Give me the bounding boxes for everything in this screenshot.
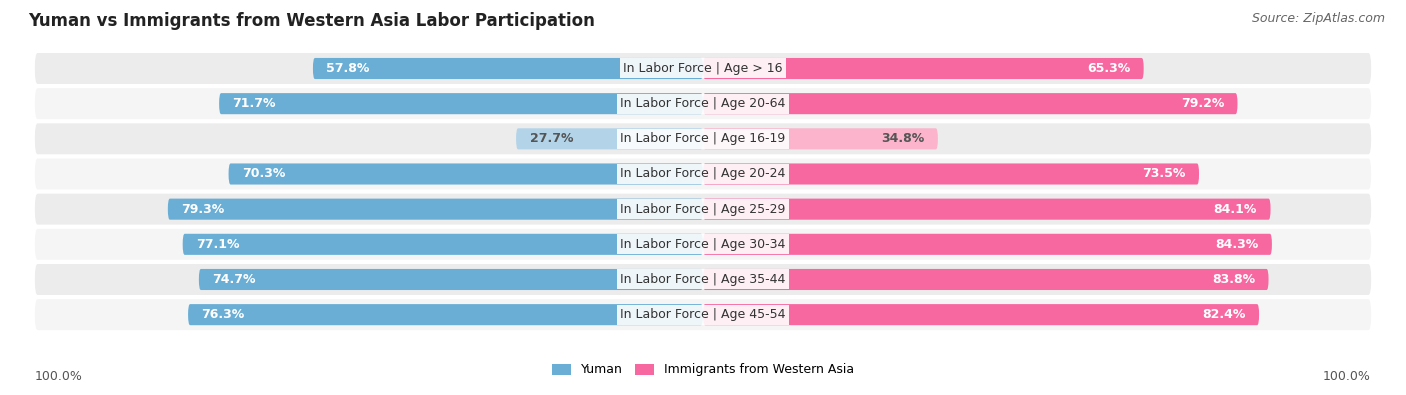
Text: 82.4%: 82.4%	[1202, 308, 1246, 321]
FancyBboxPatch shape	[703, 128, 938, 149]
Text: 100.0%: 100.0%	[35, 370, 83, 383]
FancyBboxPatch shape	[35, 264, 1371, 295]
FancyBboxPatch shape	[35, 229, 1371, 260]
Text: 65.3%: 65.3%	[1087, 62, 1130, 75]
Text: 79.2%: 79.2%	[1181, 97, 1225, 110]
FancyBboxPatch shape	[219, 93, 703, 114]
FancyBboxPatch shape	[35, 53, 1371, 84]
Text: In Labor Force | Age 45-54: In Labor Force | Age 45-54	[620, 308, 786, 321]
Text: In Labor Force | Age 30-34: In Labor Force | Age 30-34	[620, 238, 786, 251]
FancyBboxPatch shape	[703, 164, 1199, 184]
Legend: Yuman, Immigrants from Western Asia: Yuman, Immigrants from Western Asia	[547, 358, 859, 382]
Text: 27.7%: 27.7%	[530, 132, 574, 145]
Text: 74.7%: 74.7%	[212, 273, 256, 286]
Text: 34.8%: 34.8%	[882, 132, 924, 145]
FancyBboxPatch shape	[703, 93, 1237, 114]
Text: 84.1%: 84.1%	[1213, 203, 1257, 216]
Text: 73.5%: 73.5%	[1142, 167, 1185, 181]
FancyBboxPatch shape	[35, 194, 1371, 225]
Text: In Labor Force | Age 16-19: In Labor Force | Age 16-19	[620, 132, 786, 145]
Text: 57.8%: 57.8%	[326, 62, 370, 75]
FancyBboxPatch shape	[183, 234, 703, 255]
FancyBboxPatch shape	[198, 269, 703, 290]
Text: In Labor Force | Age > 16: In Labor Force | Age > 16	[623, 62, 783, 75]
Text: In Labor Force | Age 25-29: In Labor Force | Age 25-29	[620, 203, 786, 216]
Text: In Labor Force | Age 20-24: In Labor Force | Age 20-24	[620, 167, 786, 181]
Text: 100.0%: 100.0%	[1323, 370, 1371, 383]
FancyBboxPatch shape	[35, 123, 1371, 154]
Text: Source: ZipAtlas.com: Source: ZipAtlas.com	[1251, 12, 1385, 25]
FancyBboxPatch shape	[229, 164, 703, 184]
Text: 79.3%: 79.3%	[181, 203, 225, 216]
Text: 84.3%: 84.3%	[1215, 238, 1258, 251]
FancyBboxPatch shape	[516, 128, 703, 149]
Text: 76.3%: 76.3%	[201, 308, 245, 321]
Text: 70.3%: 70.3%	[242, 167, 285, 181]
Text: 83.8%: 83.8%	[1212, 273, 1256, 286]
FancyBboxPatch shape	[703, 199, 1271, 220]
Text: 71.7%: 71.7%	[232, 97, 276, 110]
FancyBboxPatch shape	[703, 234, 1272, 255]
FancyBboxPatch shape	[314, 58, 703, 79]
FancyBboxPatch shape	[35, 299, 1371, 330]
FancyBboxPatch shape	[703, 269, 1268, 290]
FancyBboxPatch shape	[703, 304, 1260, 325]
FancyBboxPatch shape	[703, 58, 1143, 79]
FancyBboxPatch shape	[35, 88, 1371, 119]
Text: In Labor Force | Age 35-44: In Labor Force | Age 35-44	[620, 273, 786, 286]
FancyBboxPatch shape	[188, 304, 703, 325]
FancyBboxPatch shape	[167, 199, 703, 220]
FancyBboxPatch shape	[35, 158, 1371, 190]
Text: 77.1%: 77.1%	[197, 238, 239, 251]
Text: In Labor Force | Age 20-64: In Labor Force | Age 20-64	[620, 97, 786, 110]
Text: Yuman vs Immigrants from Western Asia Labor Participation: Yuman vs Immigrants from Western Asia La…	[28, 12, 595, 30]
